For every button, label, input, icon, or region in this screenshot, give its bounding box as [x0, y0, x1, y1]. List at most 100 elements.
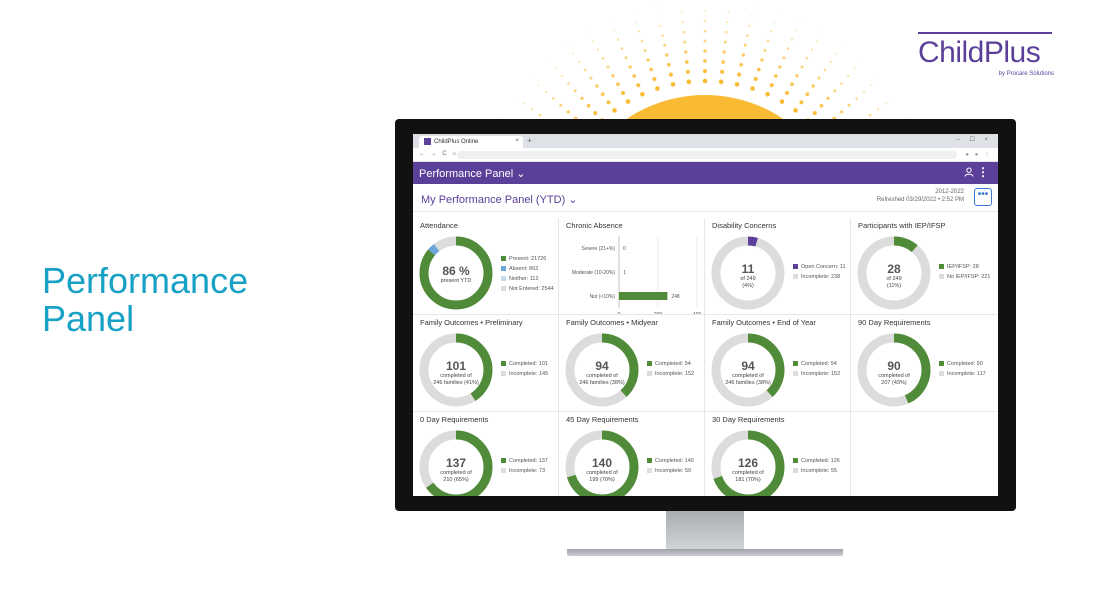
legend-item[interactable]: Completed: 94 — [793, 361, 840, 371]
legend-item[interactable]: Completed: 137 — [501, 458, 548, 468]
legend-item[interactable]: Present: 21726 — [501, 256, 554, 266]
sun-ray-dot — [817, 76, 821, 80]
tile-30-day-requirements[interactable]: 30 Day Requirements 126 completed of 181 (7… — [705, 412, 851, 496]
legend-item[interactable]: Incomplete: 145 — [501, 371, 548, 381]
donut-segment[interactable] — [419, 333, 493, 407]
more-options-button[interactable]: ••• — [974, 188, 992, 206]
donut-segment[interactable] — [857, 333, 931, 407]
legend-item[interactable]: Incomplete: 117 — [939, 371, 986, 381]
legend-item[interactable]: Completed: 140 — [647, 458, 694, 468]
sun-ray-dot — [655, 86, 660, 91]
tile-title: 0 Day Requirements — [420, 415, 489, 424]
user-icon[interactable] — [964, 167, 974, 180]
value-label: 0 — [623, 246, 626, 252]
donut-chart — [857, 333, 931, 407]
sun-ray-dot — [578, 60, 581, 64]
donut-sub1: of 249 — [740, 276, 756, 282]
legend-label: Incomplete: 59 — [655, 468, 692, 474]
donut-segment[interactable] — [711, 430, 785, 496]
donut-value: 101 — [445, 359, 467, 373]
user-icon-graphic — [964, 167, 974, 177]
legend-label: IEP/IFSP: 28 — [947, 264, 979, 270]
donut-segment[interactable] — [419, 430, 493, 496]
legend-item[interactable]: Not Entered: 2544 — [501, 286, 554, 296]
legend-swatch — [501, 276, 506, 282]
monitor-stand-neck — [666, 511, 744, 549]
donut-chart — [419, 333, 493, 407]
donut-segment[interactable] — [565, 430, 639, 496]
legend-item[interactable]: Completed: 90 — [939, 361, 986, 371]
tile-family-outcomes-preliminary[interactable]: Family Outcomes • Preliminary 101 complete… — [413, 315, 559, 412]
tab-close-icon[interactable]: × — [515, 138, 519, 144]
sun-ray-dot — [703, 29, 707, 33]
legend-item[interactable]: Incomplete: 55 — [793, 468, 840, 478]
bar[interactable] — [619, 292, 668, 300]
legend-swatch — [793, 274, 798, 280]
legend-item[interactable]: IEP/IFSP: 28 — [939, 264, 990, 274]
panel-title[interactable]: My Performance Panel (YTD) ⌄ — [421, 193, 578, 206]
legend-item[interactable]: No IEP/IFSP: 221 — [939, 274, 990, 284]
tile-45-day-requirements[interactable]: 45 Day Requirements 140 completed of 199 (7… — [559, 412, 705, 496]
sun-ray-dot — [600, 92, 605, 97]
sun-ray-dot — [743, 43, 747, 47]
tile-family-outcomes-end-of-year[interactable]: Family Outcomes • End of Year 94 completed… — [705, 315, 851, 412]
sun-ray-dot — [515, 96, 517, 99]
kebab-icon[interactable]: ⋮ — [977, 165, 989, 179]
tile-participants-with-iep-ifsp[interactable]: Participants with IEP/IFSP 28 of 249 (11%) I… — [851, 218, 997, 315]
donut-chart — [711, 333, 785, 407]
browser-tab[interactable]: ChildPlus Online × — [419, 136, 523, 148]
legend-item[interactable]: Neither: 112 — [501, 276, 554, 286]
sun-ray-dot — [538, 113, 542, 117]
sun-ray-dot — [547, 60, 550, 62]
tile-family-outcomes-midyear[interactable]: Family Outcomes • Midyear 94 completed of 2… — [559, 315, 705, 412]
legend-item[interactable]: Completed: 101 — [501, 361, 548, 371]
childplus-logo: ChildPlus by Procare Solutions — [918, 32, 1054, 77]
panel-header: My Performance Panel (YTD) ⌄ 2012-2022 R… — [413, 184, 998, 212]
app-title[interactable]: Performance Panel ⌄ — [419, 167, 525, 180]
tile-chronic-absence[interactable]: Chronic Absence Severe (21+%) 0 Moderate (1… — [559, 218, 705, 315]
donut-segment[interactable] — [711, 333, 785, 407]
window-controls[interactable]: – ☐ × — [956, 137, 992, 143]
legend-item[interactable]: Completed: 94 — [647, 361, 694, 371]
address-bar[interactable] — [457, 151, 957, 159]
sun-ray-dot — [566, 110, 570, 114]
legend-item[interactable]: Incomplete: 238 — [793, 274, 846, 284]
legend-item[interactable]: Incomplete: 152 — [647, 371, 694, 381]
tile-0-day-requirements[interactable]: 0 Day Requirements 137 completed of 210 (65… — [413, 412, 559, 496]
sun-ray-dot — [640, 92, 645, 97]
tile-title: 30 Day Requirements — [712, 415, 785, 424]
tile-title: Family Outcomes • Midyear — [566, 318, 658, 327]
sun-ray-dot — [821, 31, 823, 34]
donut-sub1: completed of — [732, 373, 764, 379]
donut-segment[interactable] — [419, 236, 493, 310]
legend-item[interactable]: Incomplete: 73 — [501, 468, 548, 478]
sun-ray-dot — [663, 43, 667, 47]
tile-attendance[interactable]: Attendance 86 % present YTD Present: 21726 A… — [413, 218, 559, 315]
sun-ray-dot — [805, 92, 810, 97]
sun-ray-dot — [684, 60, 689, 64]
sun-ray-dot — [870, 84, 873, 86]
legend-item[interactable]: Absent: 862 — [501, 266, 554, 276]
legend-item[interactable]: Incomplete: 152 — [793, 371, 840, 381]
school-year: 2012-2022 — [935, 189, 964, 195]
legend-item[interactable]: Completed: 126 — [793, 458, 840, 468]
legend-item[interactable]: Incomplete: 59 — [647, 468, 694, 478]
donut-segment[interactable] — [711, 236, 785, 310]
legend-swatch — [939, 361, 944, 367]
legend-item[interactable]: Open Concern: 11 — [793, 264, 846, 274]
donut-center-label: 94 completed of 246 families (38%) — [709, 359, 787, 386]
new-tab-icon[interactable]: + — [527, 136, 532, 145]
donut-segment[interactable] — [565, 333, 639, 407]
browser-menu-icons[interactable]: ● ● ⋮ — [965, 152, 992, 158]
legend-swatch — [501, 266, 506, 272]
tile-disability-concerns[interactable]: Disability Concerns 11 of 249 (4%) Open Conc… — [705, 218, 851, 315]
legend: Completed: 126 Incomplete: 55 — [793, 458, 840, 478]
browser-nav-icons[interactable]: ← → C ⌂ — [419, 151, 458, 157]
tile-90-day-requirements[interactable]: 90 Day Requirements 90 completed of 207 (43… — [851, 315, 997, 412]
legend: Completed: 94 Incomplete: 152 — [793, 361, 840, 381]
donut-segment[interactable] — [857, 236, 931, 310]
donut-chart — [419, 430, 493, 496]
sun-ray-dot — [790, 38, 794, 41]
sun-ray-dot — [554, 67, 556, 70]
sun-ray-dot — [734, 82, 740, 87]
